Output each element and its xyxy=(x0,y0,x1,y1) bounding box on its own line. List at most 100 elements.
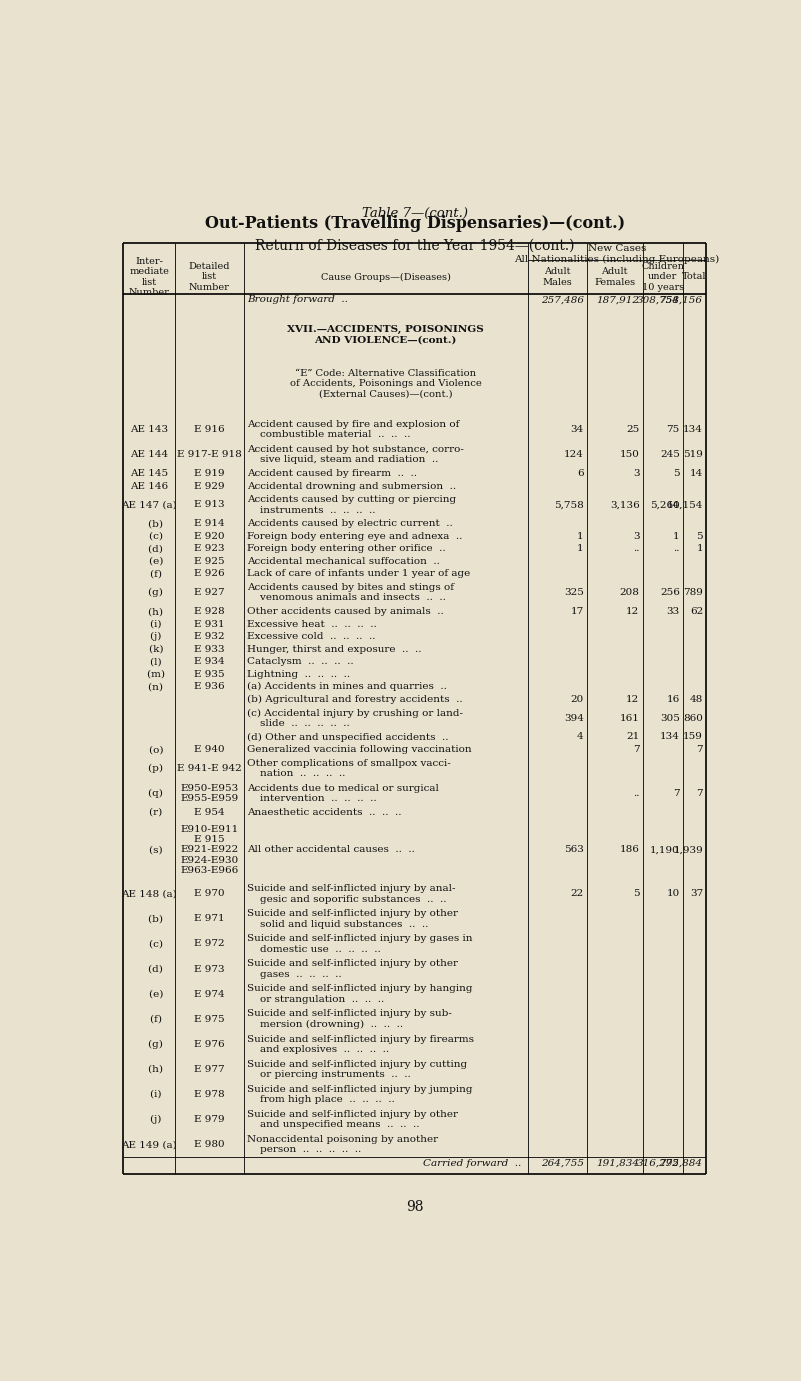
Text: 5,260: 5,260 xyxy=(650,500,680,510)
Text: (g): (g) xyxy=(135,588,163,598)
Text: 3,136: 3,136 xyxy=(610,500,639,510)
Text: Suicide and self-inflicted injury by other
    and unspecified means  ..  ..  ..: Suicide and self-inflicted injury by oth… xyxy=(248,1110,458,1130)
Text: Accidents caused by bites and stings of
    venomous animals and insects  ..  ..: Accidents caused by bites and stings of … xyxy=(248,583,454,602)
Text: “E” Code: Alternative Classification
of Accidents, Poisonings and Violence
(Exte: “E” Code: Alternative Classification of … xyxy=(290,369,481,399)
Text: Excessive cold  ..  ..  ..  ..: Excessive cold .. .. .. .. xyxy=(248,632,376,641)
Text: (i): (i) xyxy=(137,1090,162,1099)
Text: Suicide and self-inflicted injury by sub-
    mersion (drowning)  ..  ..  ..: Suicide and self-inflicted injury by sub… xyxy=(248,1010,453,1029)
Text: 754,156: 754,156 xyxy=(660,296,703,304)
Text: (b): (b) xyxy=(135,519,163,528)
Text: E 971: E 971 xyxy=(194,914,225,924)
Text: 134: 134 xyxy=(683,425,703,434)
Text: AE 145: AE 145 xyxy=(131,470,168,478)
Text: (s): (s) xyxy=(136,845,163,855)
Text: Adult
Females: Adult Females xyxy=(594,268,635,287)
Text: 22: 22 xyxy=(570,889,584,898)
Text: Other complications of smallpox vacci-
    nation  ..  ..  ..  ..: Other complications of smallpox vacci- n… xyxy=(248,758,451,778)
Text: E 925: E 925 xyxy=(194,557,225,566)
Text: E950-E953
E955-E959: E950-E953 E955-E959 xyxy=(180,784,239,804)
Text: Brought forward  ..: Brought forward .. xyxy=(248,296,348,304)
Text: 308,758: 308,758 xyxy=(637,296,680,304)
Text: 16: 16 xyxy=(666,695,680,704)
Text: Suicide and self-inflicted injury by gases in
    domestic use  ..  ..  ..  ..: Suicide and self-inflicted injury by gas… xyxy=(248,935,473,954)
Text: 316,295: 316,295 xyxy=(637,1159,680,1168)
Text: Return of Diseases for the Year 1954—(cont.): Return of Diseases for the Year 1954—(co… xyxy=(255,239,574,253)
Text: Inter-
mediate
list
Number: Inter- mediate list Number xyxy=(129,257,170,297)
Text: (j): (j) xyxy=(137,1114,162,1124)
Text: E 917-E 918: E 917-E 918 xyxy=(177,450,242,460)
Text: Suicide and self-inflicted injury by cutting
    or piercing instruments  ..  ..: Suicide and self-inflicted injury by cut… xyxy=(248,1059,468,1079)
Text: AE 143: AE 143 xyxy=(131,425,168,434)
Text: 186: 186 xyxy=(620,845,639,855)
Text: E 978: E 978 xyxy=(194,1090,225,1099)
Text: 12: 12 xyxy=(626,695,639,704)
Text: Suicide and self-inflicted injury by hanging
    or strangulation  ..  ..  ..: Suicide and self-inflicted injury by han… xyxy=(248,985,473,1004)
Text: (d): (d) xyxy=(135,964,163,974)
Text: 17: 17 xyxy=(570,608,584,616)
Text: 1,939: 1,939 xyxy=(674,845,703,855)
Text: (f): (f) xyxy=(137,1015,162,1023)
Text: 519: 519 xyxy=(683,450,703,460)
Text: 563: 563 xyxy=(564,845,584,855)
Text: 1: 1 xyxy=(577,532,584,541)
Text: E 975: E 975 xyxy=(194,1015,225,1023)
Text: 62: 62 xyxy=(690,608,703,616)
Text: 33: 33 xyxy=(666,608,680,616)
Text: 48: 48 xyxy=(690,695,703,704)
Text: 75: 75 xyxy=(666,425,680,434)
Text: AE 149 (a): AE 149 (a) xyxy=(122,1141,177,1149)
Text: E 936: E 936 xyxy=(194,682,225,692)
Text: 14,154: 14,154 xyxy=(666,500,703,510)
Text: Children
under
10 years: Children under 10 years xyxy=(642,262,684,291)
Text: Suicide and self-inflicted injury by other
    solid and liquid substances  ..  : Suicide and self-inflicted injury by oth… xyxy=(248,909,458,928)
Text: (g): (g) xyxy=(135,1040,163,1050)
Text: E 954: E 954 xyxy=(194,808,225,816)
Text: 1: 1 xyxy=(696,544,703,554)
Text: AE 146: AE 146 xyxy=(131,482,168,490)
Text: 208: 208 xyxy=(620,588,639,597)
Text: E 941-E 942: E 941-E 942 xyxy=(177,764,242,773)
Text: E 919: E 919 xyxy=(194,470,225,478)
Text: Accident caused by hot substance, corro-
    sive liquid, steam and radiation  .: Accident caused by hot substance, corro-… xyxy=(248,445,465,464)
Text: Foreign body entering other orifice  ..: Foreign body entering other orifice .. xyxy=(248,544,446,554)
Text: (c): (c) xyxy=(136,939,163,949)
Text: (l): (l) xyxy=(137,657,162,666)
Text: (h): (h) xyxy=(135,608,163,616)
Text: 5: 5 xyxy=(673,470,680,478)
Text: Out-Patients (Travelling Dispensaries)—(cont.): Out-Patients (Travelling Dispensaries)—(… xyxy=(205,215,625,232)
Text: Accidental drowning and submersion  ..: Accidental drowning and submersion .. xyxy=(248,482,457,490)
Text: Cause Groups—(Diseases): Cause Groups—(Diseases) xyxy=(320,272,451,282)
Text: (h): (h) xyxy=(135,1065,163,1074)
Text: (p): (p) xyxy=(135,764,163,773)
Text: E 972: E 972 xyxy=(194,939,225,949)
Text: Lightning  ..  ..  ..  ..: Lightning .. .. .. .. xyxy=(248,670,351,679)
Text: 394: 394 xyxy=(564,714,584,722)
Text: (m): (m) xyxy=(134,670,165,679)
Text: 3: 3 xyxy=(633,532,639,541)
Text: 124: 124 xyxy=(564,450,584,460)
Text: Hunger, thirst and exposure  ..  ..: Hunger, thirst and exposure .. .. xyxy=(248,645,422,653)
Text: 150: 150 xyxy=(620,450,639,460)
Text: All other accidental causes  ..  ..: All other accidental causes .. .. xyxy=(248,845,415,855)
Text: E 977: E 977 xyxy=(194,1065,225,1074)
Text: 191,834: 191,834 xyxy=(597,1159,639,1168)
Text: 20: 20 xyxy=(570,695,584,704)
Text: Anaesthetic accidents  ..  ..  ..: Anaesthetic accidents .. .. .. xyxy=(248,808,402,816)
Text: 4: 4 xyxy=(577,732,584,742)
Text: (r): (r) xyxy=(136,808,163,816)
Text: 772,884: 772,884 xyxy=(660,1159,703,1168)
Text: 10: 10 xyxy=(666,889,680,898)
Text: 21: 21 xyxy=(626,732,639,742)
Text: Nonaccidental poisoning by another
    person  ..  ..  ..  ..  ..: Nonaccidental poisoning by another perso… xyxy=(248,1135,438,1155)
Text: (b) Agricultural and forestry accidents  ..: (b) Agricultural and forestry accidents … xyxy=(248,695,463,704)
Text: 305: 305 xyxy=(660,714,680,722)
Text: 161: 161 xyxy=(620,714,639,722)
Text: (q): (q) xyxy=(135,789,163,798)
Text: (f): (f) xyxy=(137,569,162,579)
Text: All Nationalities (including Europeans): All Nationalities (including Europeans) xyxy=(514,255,719,264)
Text: 134: 134 xyxy=(660,732,680,742)
Text: E 980: E 980 xyxy=(194,1141,225,1149)
Text: 14: 14 xyxy=(690,470,703,478)
Text: Suicide and self-inflicted injury by anal-
    gesic and soporific substances  .: Suicide and self-inflicted injury by ana… xyxy=(248,884,456,903)
Text: 1: 1 xyxy=(577,544,584,554)
